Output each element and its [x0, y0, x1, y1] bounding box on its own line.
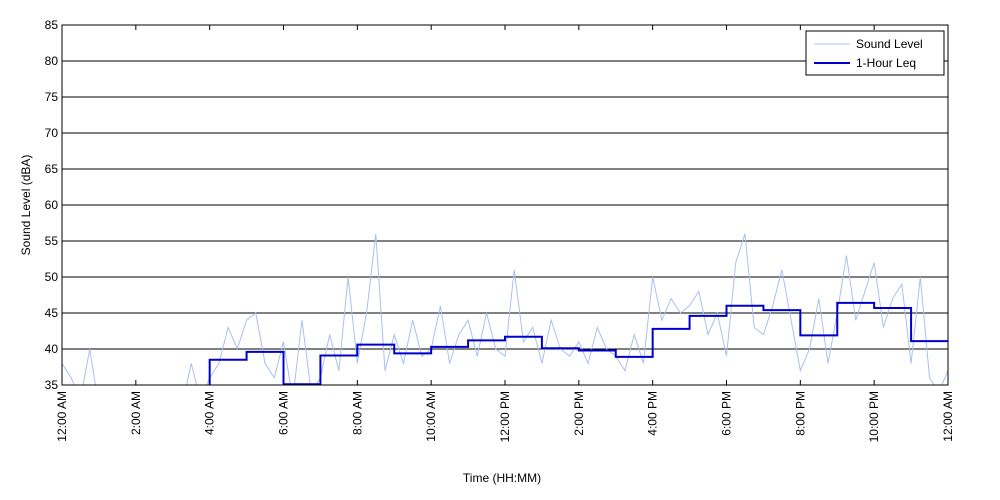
x-tick-label: 2:00 AM [129, 391, 143, 435]
x-tick-label: 12:00 AM [941, 391, 955, 442]
y-tick-label: 85 [45, 18, 59, 32]
x-tick-label: 2:00 PM [572, 391, 586, 436]
x-tick-label: 4:00 AM [203, 391, 217, 435]
x-tick-label: 4:00 PM [646, 391, 660, 436]
y-tick-label: 40 [45, 342, 59, 356]
legend-label: Sound Level [856, 37, 923, 51]
x-tick-label: 6:00 PM [720, 391, 734, 436]
x-tick-label: 8:00 AM [350, 391, 364, 435]
y-tick-label: 50 [45, 270, 59, 284]
y-tick-label: 70 [45, 126, 59, 140]
x-tick-label: 12:00 PM [498, 391, 512, 442]
y-tick-label: 80 [45, 54, 59, 68]
y-axis-label: Sound Level (dBA) [19, 155, 33, 256]
x-tick-label: 8:00 PM [793, 391, 807, 436]
y-tick-label: 65 [45, 162, 59, 176]
series-group [62, 233, 948, 385]
series-line [208, 301, 948, 385]
x-tick-label: 6:00 AM [277, 391, 291, 435]
legend-box [805, 30, 945, 76]
y-tick-label: 60 [45, 198, 59, 212]
y-tick-label: 75 [45, 90, 59, 104]
y-tick-label: 35 [45, 378, 59, 392]
x-tick-label: 10:00 AM [424, 391, 438, 442]
y-tick-label: 45 [45, 306, 59, 320]
x-axis-label: Time (HH:MM) [463, 471, 541, 485]
y-tick-label: 55 [45, 234, 59, 248]
plot-frame [61, 24, 949, 386]
x-tick-label: 10:00 PM [867, 391, 881, 442]
x-tick-label: 12:00 AM [55, 391, 69, 442]
legend-label: 1-Hour Leq [856, 56, 916, 70]
